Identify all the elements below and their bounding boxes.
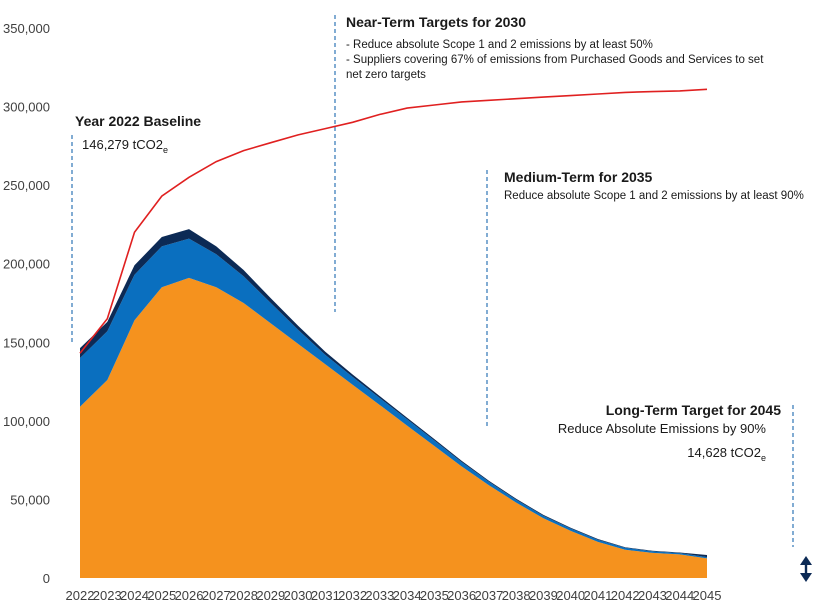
x-tick-label: 2026	[175, 588, 204, 603]
x-tick-label: 2027	[202, 588, 231, 603]
annotation-2035-line-1: Reduce absolute Scope 1 and 2 emissions …	[504, 190, 804, 202]
x-tick-label: 2035	[420, 588, 449, 603]
annotation-baseline-value: 146,279 tCO2e	[82, 137, 168, 155]
annotation-2045-line-1: Reduce Absolute Emissions by 90%	[558, 421, 767, 436]
x-tick-label: 2045	[693, 588, 722, 603]
x-tick-label: 2032	[338, 588, 367, 603]
x-tick-label: 2029	[256, 588, 285, 603]
x-tick-label: 2042	[611, 588, 640, 603]
x-axis-ticks: 2022202320242025202620272028202920302031…	[66, 588, 722, 603]
x-tick-label: 2041	[583, 588, 612, 603]
annotation-2035-title: Medium-Term for 2035	[504, 169, 653, 185]
x-tick-label: 2024	[120, 588, 149, 603]
x-tick-label: 2022	[66, 588, 95, 603]
y-tick-label: 0	[43, 571, 50, 586]
y-tick-label: 300,000	[3, 100, 50, 115]
x-tick-label: 2023	[93, 588, 122, 603]
x-tick-label: 2030	[284, 588, 313, 603]
x-tick-label: 2040	[556, 588, 585, 603]
x-tick-label: 2028	[229, 588, 258, 603]
series-area-other-scope3	[80, 238, 707, 559]
x-tick-label: 2044	[665, 588, 694, 603]
annotation-2030-line-3: net zero targets	[346, 69, 426, 81]
y-tick-label: 100,000	[3, 414, 50, 429]
x-tick-label: 2037	[474, 588, 503, 603]
y-axis-ticks: 0 50,000 100,000 150,000 200,000 250,000 300,0…	[3, 21, 50, 586]
y-tick-label: 250,000	[3, 178, 50, 193]
series-line-business-as-usual	[79, 88, 708, 354]
series-area-scope-1-2	[80, 229, 707, 558]
y-tick-label: 150,000	[3, 335, 50, 350]
y-tick-label: 200,000	[3, 257, 50, 272]
annotation-2045-title: Long-Term Target for 2045	[606, 402, 782, 418]
annotation-2030-line-2: - Suppliers covering 67% of emissions fr…	[346, 54, 764, 66]
annotation-2045-value: 14,628 tCO2e	[687, 445, 766, 463]
double-arrow-vertical-icon	[800, 556, 812, 582]
x-tick-label: 2043	[638, 588, 667, 603]
x-tick-label: 2036	[447, 588, 476, 603]
annotation-2030-line-1: - Reduce absolute Scope 1 and 2 emission…	[346, 39, 653, 51]
y-tick-label: 50,000	[10, 492, 50, 507]
annotation-baseline-title: Year 2022 Baseline	[75, 113, 201, 129]
x-tick-label: 2031	[311, 588, 340, 603]
x-tick-label: 2025	[147, 588, 176, 603]
x-tick-label: 2034	[393, 588, 422, 603]
annotation-2030-title: Near-Term Targets for 2030	[346, 14, 526, 30]
series-area-purchased-goods	[80, 277, 707, 578]
x-tick-label: 2039	[529, 588, 558, 603]
x-tick-label: 2033	[365, 588, 394, 603]
y-tick-label: 350,000	[3, 21, 50, 36]
x-tick-label: 2038	[502, 588, 531, 603]
